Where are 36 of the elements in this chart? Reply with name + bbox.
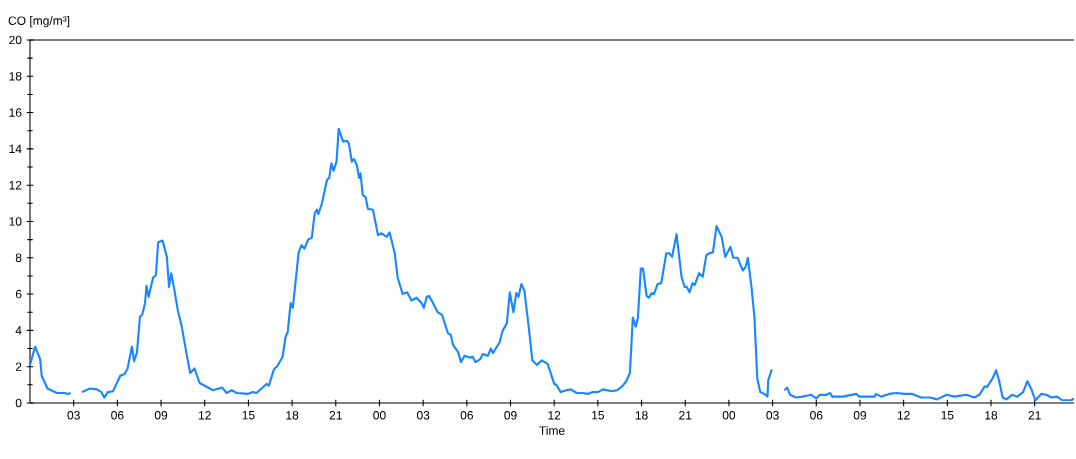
x-tick-label: 06 bbox=[460, 411, 473, 420]
y-tick-label: 4 bbox=[15, 326, 22, 335]
y-tick-label: 20 bbox=[9, 35, 22, 45]
x-tick-label: 00 bbox=[373, 411, 386, 420]
y-tick-label: 0 bbox=[15, 398, 22, 408]
x-tick-label: 06 bbox=[111, 411, 124, 420]
x-tick-label: 09 bbox=[154, 411, 168, 420]
x-tick-label: 18 bbox=[985, 411, 998, 420]
y-tick-label: 18 bbox=[9, 72, 22, 81]
y-axis-title: CO [mg/m³] bbox=[8, 16, 70, 28]
x-tick-label: 15 bbox=[941, 411, 954, 420]
x-tick-label: 03 bbox=[416, 411, 430, 420]
y-tick-label: 14 bbox=[9, 144, 22, 154]
x-tick-label: 18 bbox=[286, 411, 299, 420]
y-tick-label: 16 bbox=[9, 108, 22, 117]
y-tick-label: 12 bbox=[9, 180, 22, 190]
x-tick-label: 12 bbox=[548, 411, 561, 420]
y-tick-label: 2 bbox=[15, 362, 22, 371]
x-tick-label: 09 bbox=[853, 411, 867, 420]
y-tick-label: 10 bbox=[9, 217, 22, 226]
x-tick-label: 12 bbox=[198, 411, 211, 420]
x-tick-label: 09 bbox=[504, 411, 517, 420]
x-tick-label: 12 bbox=[897, 411, 910, 420]
x-tick-label: 21 bbox=[329, 411, 342, 420]
y-tick-label: 6 bbox=[15, 289, 22, 299]
y-tick-label: 8 bbox=[15, 253, 22, 263]
x-tick-label: 00 bbox=[722, 411, 736, 420]
x-tick-label: 15 bbox=[592, 411, 605, 420]
x-tick-label: 21 bbox=[679, 411, 692, 420]
x-tick-label: 18 bbox=[635, 411, 648, 420]
x-tick-label: 03 bbox=[766, 411, 779, 420]
x-tick-label: 06 bbox=[810, 411, 823, 420]
x-tick-label: 15 bbox=[242, 411, 255, 420]
x-axis-title: Time bbox=[539, 426, 565, 435]
x-tick-label: 21 bbox=[1028, 411, 1041, 420]
x-tick-label: 03 bbox=[67, 411, 80, 420]
